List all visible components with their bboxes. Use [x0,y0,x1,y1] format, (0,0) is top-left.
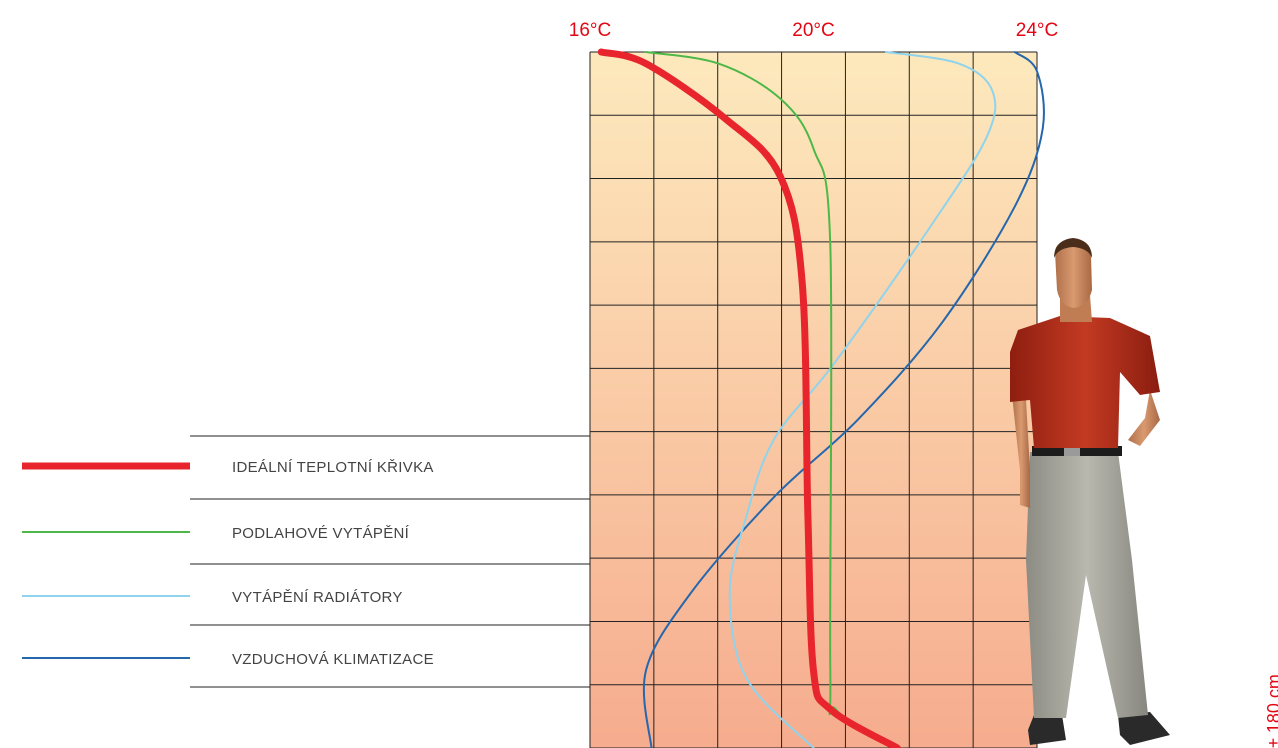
x-tick-label: 24°C [1016,20,1058,41]
legend-item: VZDUCHOVÁ KLIMATIZACE [22,651,434,668]
legend-label: PODLAHOVÉ VYTÁPĚNÍ [232,525,410,542]
height-label: ± 180 cm [1264,674,1278,748]
legend-label: VYTÁPĚNÍ RADIÁTORY [232,589,403,606]
legend-item: PODLAHOVÉ VYTÁPĚNÍ [22,525,410,542]
legend-label: IDEÁLNÍ TEPLOTNÍ KŘIVKA [232,459,434,476]
legend-item: VYTÁPĚNÍ RADIÁTORY [22,589,403,606]
legend-label: VZDUCHOVÁ KLIMATIZACE [232,651,434,668]
legend-item: IDEÁLNÍ TEPLOTNÍ KŘIVKA [22,459,434,476]
series-curve [642,51,1045,748]
series-curves [597,48,1045,748]
series-curve [597,48,901,748]
x-tick-label: 20°C [792,20,834,41]
legend-divider-lines [190,435,590,688]
series-curve [728,51,997,748]
legend: IDEÁLNÍ TEPLOTNÍ KŘIVKA PODLAHOVÉ VYTÁPĚN… [22,459,434,668]
x-tick-label: 16°C [569,20,611,41]
x-tick-labels: 16°C 20°C 24°C [569,20,1058,41]
person-figure [1010,238,1170,745]
